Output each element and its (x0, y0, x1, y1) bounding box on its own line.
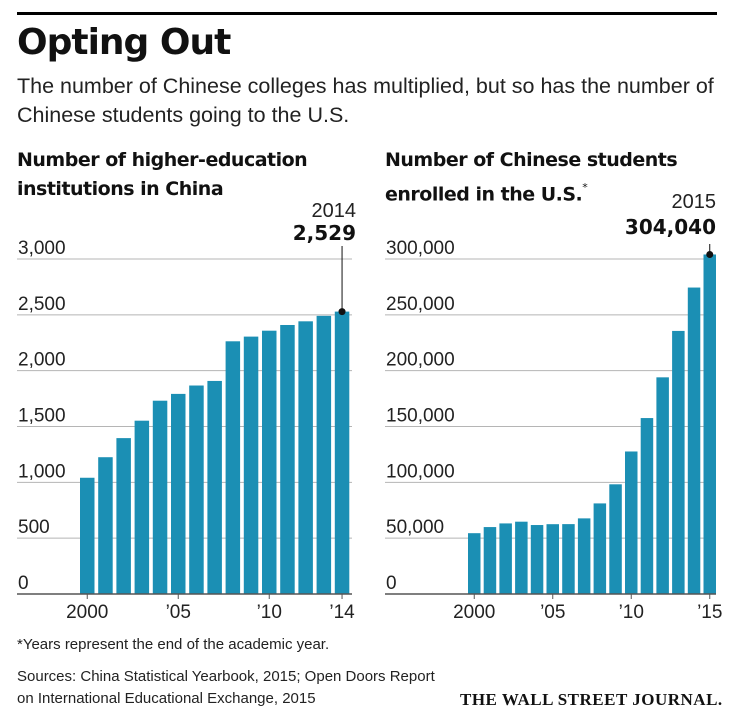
bar-2002 (116, 438, 131, 594)
bar-2005 (546, 524, 559, 594)
annotation-dot (338, 308, 346, 316)
bar-2000 (80, 477, 95, 594)
bar-2004 (152, 400, 168, 594)
y-tick-label: 300,000 (386, 238, 455, 259)
x-tick-label: ’14 (329, 602, 355, 623)
bar-2000 (468, 533, 481, 594)
x-tick-label: 2000 (453, 602, 495, 623)
y-tick-label: 1,000 (18, 461, 66, 482)
bar-2012 (656, 377, 669, 594)
sources: Sources: China Statistical Yearbook, 201… (17, 668, 435, 707)
bar-2001 (98, 457, 113, 594)
annotation-year: 2014 (312, 200, 357, 222)
bar-2002 (499, 523, 512, 594)
x-tick-label: ’15 (697, 602, 722, 623)
y-tick-label: 250,000 (386, 294, 455, 315)
bar-2003 (515, 521, 528, 594)
bar-2010 (262, 330, 277, 594)
y-tick-label: 200,000 (386, 350, 455, 371)
x-tick-label: 2000 (66, 602, 108, 623)
annotation-value: 2,529 (293, 221, 356, 245)
bar-2008 (225, 341, 241, 594)
y-tick-label: 150,000 (386, 406, 455, 427)
annotation-value: 304,040 (625, 215, 716, 239)
x-tick-label: ’05 (166, 602, 191, 623)
bar-2015 (703, 254, 716, 595)
bar-2011 (280, 324, 295, 594)
bar-2006 (189, 385, 204, 594)
bar-2013 (672, 330, 685, 594)
x-tick-label: ’05 (540, 602, 565, 623)
y-tick-label: 500 (18, 517, 50, 538)
bar-2012 (298, 321, 313, 594)
bar-2007 (207, 380, 222, 594)
bar-2010 (625, 451, 638, 594)
y-tick-label: 2,000 (18, 350, 66, 371)
y-tick-label: 0 (18, 573, 29, 594)
bar-2008 (593, 503, 607, 594)
x-tick-label: ’10 (619, 602, 644, 623)
annotation-dot (706, 250, 714, 258)
bar-2005 (171, 393, 186, 594)
bar-2013 (316, 315, 332, 594)
page-subtitle: The number of Chinese colleges has multi… (17, 74, 714, 127)
bar-2009 (243, 336, 259, 594)
y-tick-label: 0 (386, 573, 397, 594)
footnote: *Years represent the end of the academic… (17, 636, 330, 653)
y-tick-label: 2,500 (18, 294, 66, 315)
bar-2011 (640, 418, 654, 594)
bar-2004 (530, 525, 544, 594)
annotation-year: 2015 (672, 191, 717, 213)
bar-2009 (609, 484, 622, 594)
bar-2007 (577, 518, 591, 594)
y-tick-label: 100,000 (386, 461, 455, 482)
bar-2003 (134, 420, 150, 594)
y-tick-label: 3,000 (18, 238, 66, 259)
x-tick-label: ’10 (257, 602, 282, 623)
right-chart-title-marker: * (582, 181, 588, 194)
bar-2006 (562, 524, 575, 594)
y-tick-label: 50,000 (386, 517, 444, 538)
wsj-logo: THE WALL STREET JOURNAL. (460, 690, 723, 709)
page-title: Opting Out (17, 22, 231, 63)
left-chart-title-text: Number of higher-education institutions … (17, 149, 308, 200)
top-rule (17, 12, 717, 15)
bar-2014 (687, 287, 701, 594)
bar-2014 (334, 311, 350, 594)
right-chart-title-text: Number of Chinese students enrolled in t… (385, 149, 678, 206)
right-chart-title: Number of Chinese students enrolled in t… (385, 146, 715, 209)
bar-2001 (483, 527, 497, 594)
y-tick-label: 1,500 (18, 406, 66, 427)
left-chart-title: Number of higher-education institutions … (17, 146, 347, 204)
